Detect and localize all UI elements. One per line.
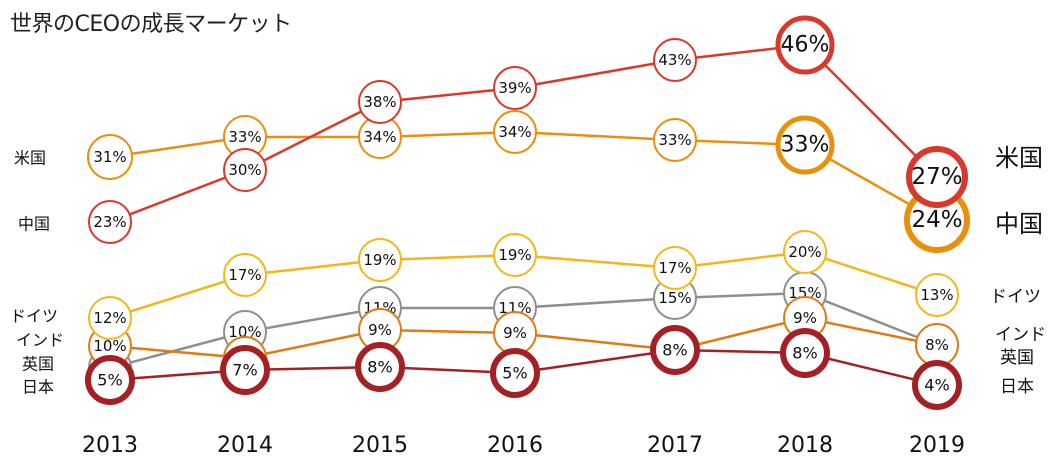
left-label-india: インド	[16, 331, 64, 350]
data-label-china-2015: 38%	[363, 93, 396, 111]
data-label-uk-2018: 9%	[793, 309, 817, 327]
marker-japan-2016	[490, 348, 540, 398]
data-label-japan-2017: 8%	[662, 341, 687, 360]
x-tick-label-2014: 2014	[217, 433, 273, 458]
data-label-germany-2013: 12%	[93, 309, 126, 327]
data-label-germany-2016: 19%	[498, 246, 531, 264]
data-label-china-2014: 30%	[228, 161, 261, 179]
marker-china-2016	[493, 66, 537, 110]
marker-usa-2018	[775, 115, 835, 175]
right-label-uk: 英国	[1000, 348, 1034, 368]
data-label-usa-2013: 31%	[93, 148, 126, 166]
marker-germany-2014	[223, 253, 267, 297]
marker-japan-2018	[780, 328, 830, 378]
marker-china-2017	[653, 38, 697, 82]
data-label-usa-2018: 33%	[781, 133, 830, 158]
marker-china-2015	[358, 80, 402, 124]
data-label-usa-2014: 33%	[228, 128, 261, 146]
marker-germany-2015	[358, 238, 402, 282]
data-label-japan-2015: 8%	[367, 358, 392, 377]
marker-japan-2013	[85, 355, 135, 405]
data-label-usa-2019: 24%	[911, 207, 962, 233]
marker-china-2018	[775, 15, 835, 75]
marker-usa-2017	[653, 118, 697, 162]
data-label-usa-2017: 33%	[658, 131, 691, 149]
data-label-germany-2018: 20%	[788, 243, 821, 261]
left-label-china: 中国	[18, 215, 50, 234]
data-label-india-2017: 15%	[658, 289, 691, 307]
data-label-china-2013: 23%	[93, 213, 126, 231]
x-tick-label-2019: 2019	[909, 433, 965, 458]
data-label-usa-2016: 34%	[498, 123, 531, 141]
left-label-uk: 英国	[22, 355, 54, 374]
left-label-germany: ドイツ	[10, 307, 58, 326]
marker-china-2019	[906, 146, 968, 208]
marker-germany-2017	[653, 246, 697, 290]
right-label-germany: ドイツ	[990, 287, 1041, 307]
data-label-germany-2014: 17%	[228, 266, 261, 284]
marker-usa-2013	[87, 134, 133, 180]
marker-germany-2013	[88, 296, 132, 340]
right-label-china: 中国	[995, 210, 1043, 238]
data-label-uk-2015: 9%	[368, 321, 392, 339]
left-label-japan: 日本	[22, 378, 54, 397]
marker-germany-2018	[783, 230, 827, 274]
data-label-germany-2017: 17%	[658, 259, 691, 277]
right-label-usa: 米国	[995, 144, 1043, 172]
left-label-usa: 米国	[14, 149, 46, 168]
data-label-china-2018: 46%	[781, 33, 830, 58]
x-tick-label-2015: 2015	[352, 433, 408, 458]
marker-china-2013	[88, 200, 132, 244]
data-label-germany-2019: 13%	[920, 286, 953, 304]
data-label-china-2016: 39%	[498, 79, 531, 97]
data-label-china-2017: 43%	[658, 51, 691, 69]
marker-china-2014	[223, 148, 267, 192]
data-label-uk-2016: 9%	[503, 324, 527, 342]
x-tick-label-2018: 2018	[777, 433, 833, 458]
data-label-uk-2019: 8%	[925, 336, 949, 354]
data-label-usa-2015: 34%	[363, 128, 396, 146]
marker-japan-2019	[912, 360, 962, 410]
marker-germany-2016	[493, 233, 537, 277]
marker-germany-2019	[915, 273, 959, 317]
data-label-china-2019: 27%	[911, 164, 962, 190]
right-label-japan: 日本	[1000, 377, 1034, 397]
x-tick-label-2017: 2017	[647, 433, 703, 458]
marker-japan-2015	[355, 342, 405, 392]
marker-usa-2016	[493, 110, 537, 154]
data-label-japan-2018: 8%	[792, 344, 817, 363]
data-label-india-2018: 15%	[788, 284, 821, 302]
chart-title: 世界のCEOの成長マーケット	[10, 12, 292, 37]
data-label-japan-2013: 5%	[97, 371, 122, 390]
x-tick-label-2016: 2016	[487, 433, 543, 458]
data-label-india-2016: 11%	[498, 299, 531, 317]
data-label-india-2014: 10%	[228, 323, 261, 341]
x-tick-label-2013: 2013	[82, 433, 138, 458]
marker-japan-2014	[220, 345, 270, 395]
marker-japan-2017	[650, 325, 700, 375]
data-label-germany-2015: 19%	[363, 251, 396, 269]
data-label-japan-2019: 4%	[924, 376, 949, 395]
data-label-uk-2013: 10%	[93, 337, 126, 355]
data-label-japan-2014: 7%	[232, 361, 257, 380]
data-label-japan-2016: 5%	[502, 364, 527, 383]
right-label-india: インド	[995, 325, 1046, 345]
